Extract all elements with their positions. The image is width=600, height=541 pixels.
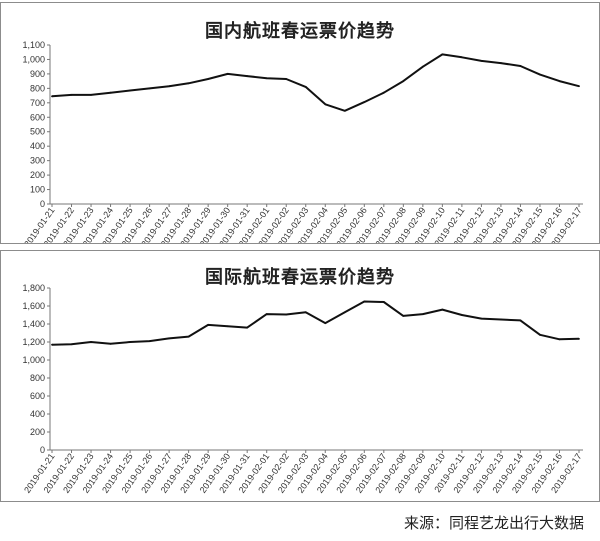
y-tick-label: 100 xyxy=(30,185,45,195)
data-point xyxy=(363,101,366,103)
data-point xyxy=(460,314,463,316)
data-point xyxy=(558,338,561,341)
data-point xyxy=(324,322,327,324)
y-tick-label: 300 xyxy=(30,156,45,166)
data-point xyxy=(148,340,151,342)
data-point xyxy=(343,311,346,314)
y-tick-label: 1,100 xyxy=(22,40,45,50)
data-point xyxy=(578,85,580,88)
y-tick-label: 700 xyxy=(30,98,45,108)
data-point xyxy=(500,62,502,64)
y-tick-label: 1,600 xyxy=(22,301,45,311)
chart-international: 02004006008001,0001,2001,4001,6001,80020… xyxy=(22,283,584,495)
data-point xyxy=(539,73,541,76)
data-point xyxy=(207,78,210,80)
y-tick-label: 400 xyxy=(30,141,45,151)
data-point xyxy=(109,342,112,345)
data-point xyxy=(421,313,424,315)
data-point xyxy=(265,313,268,315)
data-point xyxy=(382,91,385,94)
y-tick-label: 1,800 xyxy=(22,283,45,293)
data-point xyxy=(441,308,444,311)
data-point xyxy=(70,93,73,96)
data-point xyxy=(363,300,366,303)
data-point xyxy=(226,73,229,75)
data-point xyxy=(70,343,73,346)
y-tick-label: 500 xyxy=(30,127,45,137)
data-point xyxy=(539,333,541,336)
data-point xyxy=(90,341,92,343)
data-point xyxy=(129,89,131,92)
y-tick-label: 1,000 xyxy=(22,54,45,64)
data-point xyxy=(480,60,483,62)
y-tick-label: 0 xyxy=(40,445,45,455)
data-point xyxy=(51,343,53,346)
y-tick-label: 0 xyxy=(40,199,45,209)
chart-panel-domestic: 国内航班春运票价趋势 0 100 200 300 400 500 600 700 800 900 1… xyxy=(0,2,600,244)
data-point xyxy=(324,103,327,106)
source-note: 来源：同程艺龙出行大数据 xyxy=(403,514,584,532)
data-point xyxy=(187,335,190,338)
series-line xyxy=(51,53,580,112)
data-point xyxy=(382,301,385,303)
data-point xyxy=(168,85,171,88)
data-point xyxy=(421,65,424,68)
data-point xyxy=(265,77,268,80)
data-point xyxy=(480,317,483,320)
y-tick-label: 800 xyxy=(30,373,45,383)
data-point xyxy=(109,91,112,94)
data-point xyxy=(402,80,405,83)
y-tick-label: 1,000 xyxy=(22,355,45,365)
data-point xyxy=(402,315,405,317)
data-point xyxy=(441,53,444,56)
data-point xyxy=(519,65,522,67)
data-point xyxy=(578,337,580,340)
data-point xyxy=(285,313,288,316)
data-point xyxy=(168,337,171,340)
data-point xyxy=(304,86,307,88)
y-tick-label: 600 xyxy=(30,391,45,401)
data-point xyxy=(207,324,210,326)
data-point xyxy=(187,82,190,85)
chart-panel-international: 国际航班春运票价趋势 0 200 400 600 800 1,000 1,200 1,400 1… xyxy=(0,250,600,502)
chart-title: 国内航班春运票价趋势 xyxy=(205,21,395,42)
data-point xyxy=(51,95,53,98)
data-point xyxy=(226,325,229,328)
y-tick-label: 1,200 xyxy=(22,337,45,347)
y-tick-label: 800 xyxy=(30,83,45,93)
y-tick-label: 400 xyxy=(30,409,45,419)
data-point xyxy=(304,311,307,314)
data-point xyxy=(558,80,561,83)
data-point xyxy=(519,319,522,322)
y-tick-label: 900 xyxy=(30,69,45,79)
y-tick-label: 600 xyxy=(30,112,45,122)
chart-domestic: 01002003004005006007008009001,0001,10020… xyxy=(22,40,584,243)
data-point xyxy=(285,78,288,80)
data-point xyxy=(246,75,249,77)
series-line xyxy=(51,300,580,346)
chart-title: 国际航班春运票价趋势 xyxy=(205,267,395,288)
data-point xyxy=(246,326,249,329)
data-point xyxy=(148,87,151,90)
y-tick-label: 200 xyxy=(30,427,45,437)
data-point xyxy=(460,56,463,59)
y-tick-label: 200 xyxy=(30,170,45,180)
data-point xyxy=(129,341,131,343)
y-tick-label: 1,400 xyxy=(22,319,45,329)
data-point xyxy=(500,318,502,321)
data-point xyxy=(343,109,346,112)
data-point xyxy=(90,93,92,96)
